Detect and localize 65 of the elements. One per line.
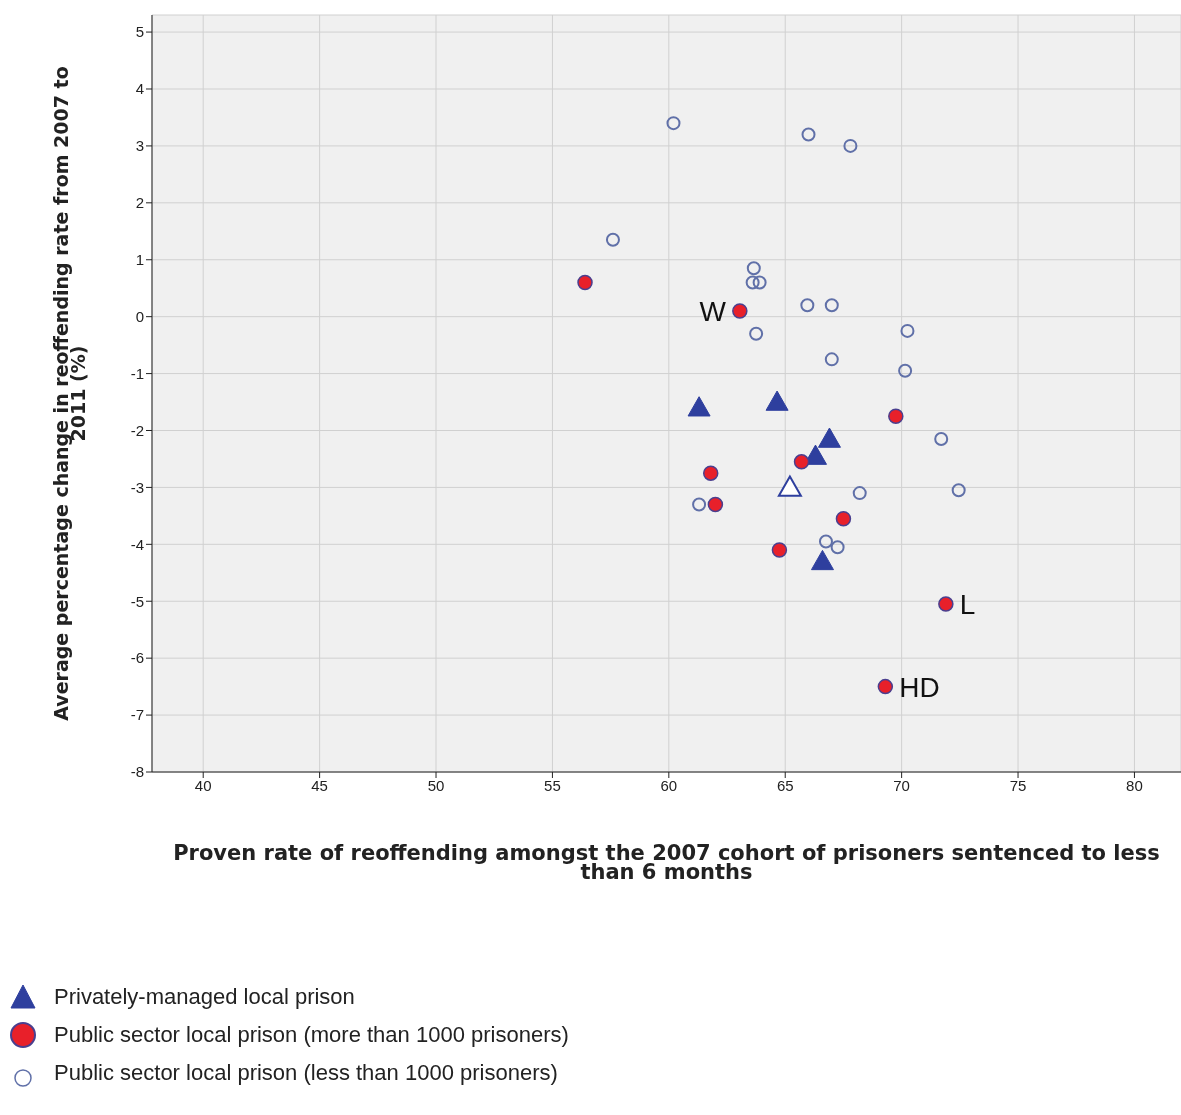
x-tick-label: 70 xyxy=(893,776,910,794)
point xyxy=(877,678,894,695)
point xyxy=(888,408,904,425)
x-tick-label: 55 xyxy=(544,776,561,794)
point xyxy=(835,510,852,527)
point xyxy=(577,274,593,291)
point xyxy=(687,396,711,417)
point xyxy=(830,540,845,555)
point xyxy=(934,432,949,447)
y-tick-label: 2 xyxy=(135,194,144,212)
annotation: HD xyxy=(899,671,940,703)
point xyxy=(852,486,867,501)
point xyxy=(745,275,760,290)
x-axis-title: Proven rate of reoffending amongst the 2007 cohort of prisoners sentenced to less than 6 months xyxy=(172,843,1161,884)
point xyxy=(801,127,816,142)
y-tick-label: 5 xyxy=(135,23,144,41)
point xyxy=(771,542,788,558)
y-tick-label: -4 xyxy=(130,535,144,553)
y-tick-label: -5 xyxy=(130,592,144,610)
y-tick-label: 0 xyxy=(135,307,144,325)
y-tick-label: -8 xyxy=(130,763,144,781)
y-tick-label: 1 xyxy=(135,251,144,269)
point xyxy=(951,483,966,498)
point xyxy=(843,138,858,153)
point xyxy=(605,232,620,247)
point xyxy=(793,454,810,470)
point xyxy=(817,427,841,448)
point xyxy=(749,326,764,341)
point xyxy=(702,465,719,481)
point xyxy=(900,323,915,338)
y-tick-label: -1 xyxy=(130,364,144,382)
point xyxy=(810,549,834,571)
point xyxy=(666,116,681,131)
legend-label: Public sector local prison (more than 1000 prisoners) xyxy=(54,1022,569,1048)
point xyxy=(777,475,802,497)
x-tick-label: 65 xyxy=(776,776,794,794)
x-tick-label: 60 xyxy=(660,776,678,794)
legend-label: Public sector local prison (less than 1000 prisoners) xyxy=(54,1060,558,1086)
point xyxy=(824,352,839,367)
x-tick-label: 80 xyxy=(1126,776,1143,794)
x-tick-label: 40 xyxy=(194,776,212,794)
point xyxy=(746,261,761,276)
point xyxy=(732,303,748,319)
point xyxy=(824,298,839,313)
point xyxy=(898,363,913,378)
point xyxy=(818,534,833,549)
point xyxy=(692,497,707,512)
y-tick-label: -3 xyxy=(130,478,144,496)
x-tick-label: 75 xyxy=(1009,776,1027,794)
annotation: W xyxy=(699,295,727,327)
y-tick-label: -7 xyxy=(130,706,144,724)
annotation: L xyxy=(959,589,976,621)
legend-label: Privately-managed local prison xyxy=(54,984,355,1010)
y-axis-title: Average percentage change in reoffending rate from 2007 to 2011 (%) xyxy=(51,65,88,723)
point xyxy=(752,275,767,290)
x-tick-label: 50 xyxy=(427,776,445,794)
y-tick-label: -2 xyxy=(130,421,144,439)
y-tick-label: 3 xyxy=(135,137,144,155)
point xyxy=(938,596,954,612)
point xyxy=(765,390,789,411)
point xyxy=(800,298,815,313)
point xyxy=(707,496,724,513)
y-tick-label: 4 xyxy=(135,80,144,98)
x-tick-label: 45 xyxy=(311,776,328,794)
y-tick-label: -6 xyxy=(130,649,144,667)
